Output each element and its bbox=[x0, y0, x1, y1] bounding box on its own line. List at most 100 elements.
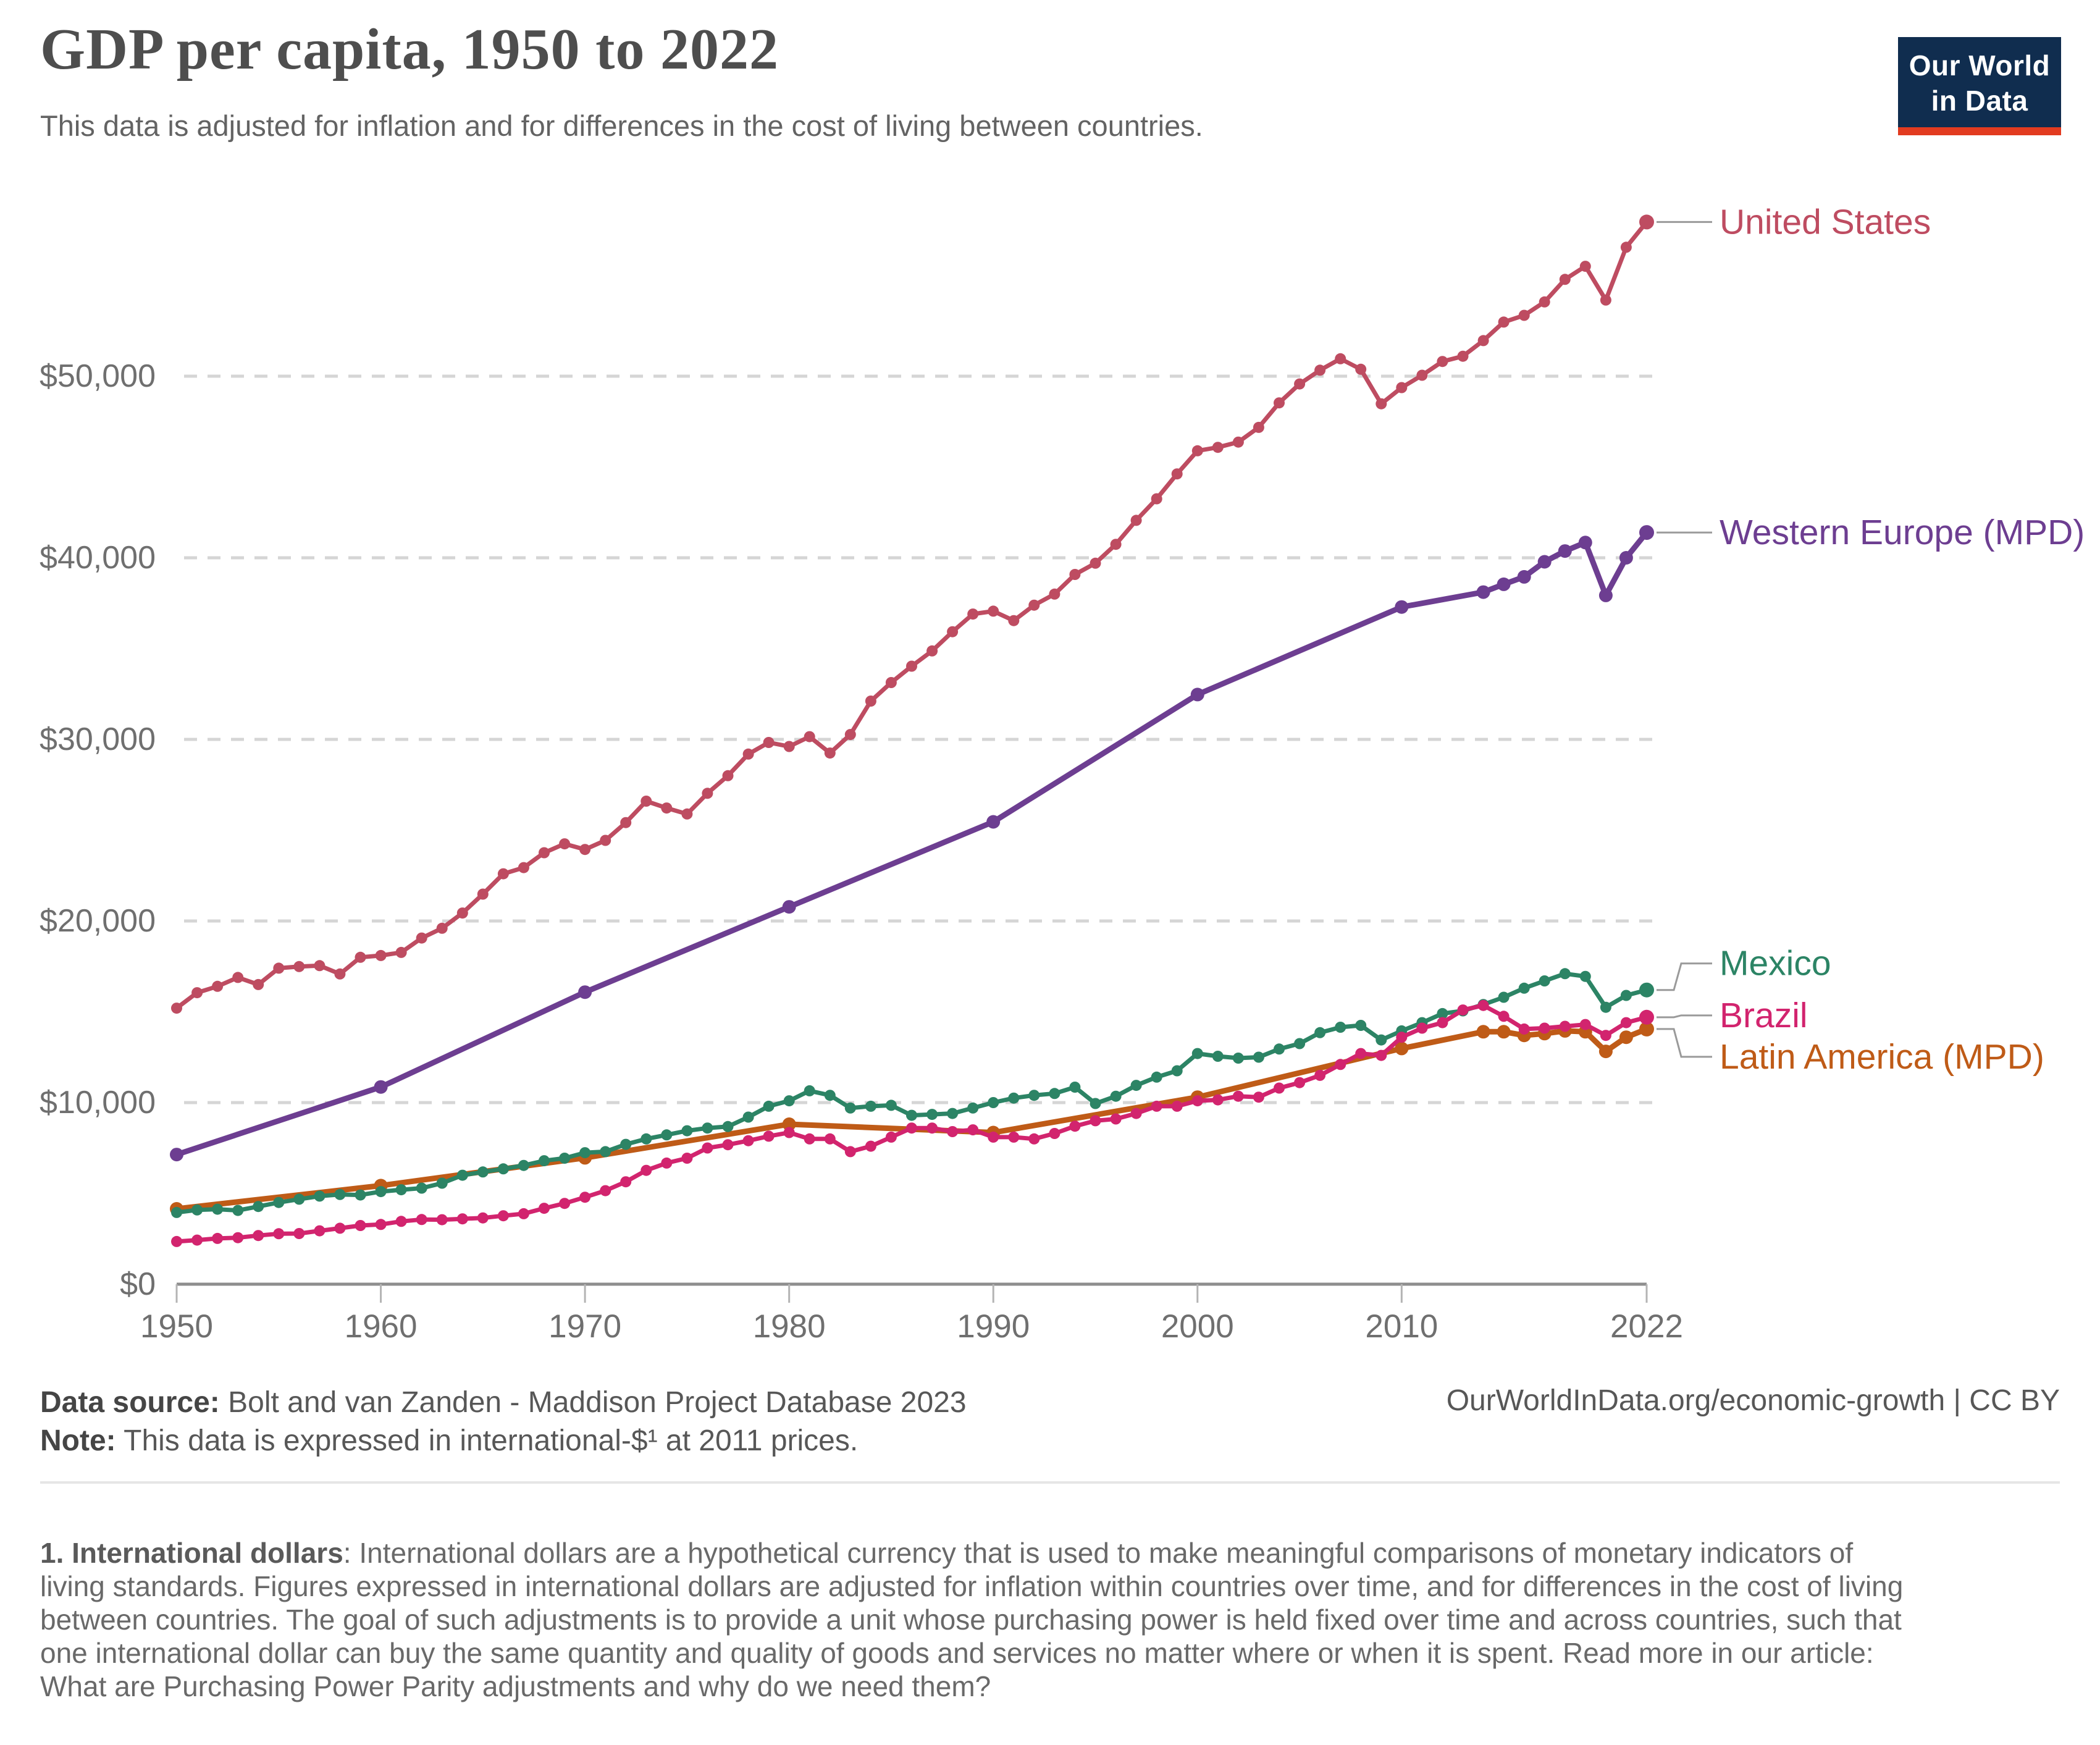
series-point-mexico-1978 bbox=[742, 1111, 754, 1123]
series-point-mexico-1963 bbox=[436, 1177, 448, 1189]
data-source-text: Bolt and van Zanden - Maddison Project D… bbox=[219, 1386, 967, 1419]
series-point-mexico-1966 bbox=[497, 1163, 509, 1175]
series-label-mexico[interactable]: Mexico bbox=[1720, 944, 1831, 983]
series-point-united-states-1981 bbox=[804, 731, 815, 742]
series-point-brazil-1973 bbox=[640, 1164, 652, 1176]
series-point-united-states-1976 bbox=[702, 788, 713, 799]
series-point-brazil-2001 bbox=[1212, 1094, 1224, 1106]
footnote-line: 1. International dollars: International … bbox=[40, 1536, 2066, 1570]
y-tick-label-20000: $20,000 bbox=[40, 903, 156, 939]
series-point-mexico-1977 bbox=[722, 1121, 734, 1132]
series-point-united-states-2022 bbox=[1639, 214, 1654, 230]
footnote-line: What are Purchasing Power Parity adjustm… bbox=[40, 1670, 991, 1702]
series-point-brazil-2012 bbox=[1437, 1017, 1448, 1028]
series-point-united-states-2004 bbox=[1274, 397, 1285, 409]
owid-logo[interactable]: Our World in Data bbox=[1898, 37, 2061, 135]
series-label-united-states[interactable]: United States bbox=[1720, 202, 1931, 242]
series-point-mexico-2020 bbox=[1600, 1001, 1611, 1013]
series-point-brazil-2016 bbox=[1518, 1023, 1530, 1035]
series-point-brazil-1989 bbox=[967, 1124, 979, 1136]
series-point-brazil-2013 bbox=[1457, 1004, 1469, 1016]
series-point-united-states-1997 bbox=[1130, 515, 1142, 526]
series-point-brazil-1965 bbox=[477, 1212, 489, 1224]
series-point-mexico-1989 bbox=[967, 1102, 979, 1114]
series-point-mexico-2022 bbox=[1639, 982, 1654, 998]
series-point-united-states-1963 bbox=[436, 922, 448, 934]
series-point-united-states-1964 bbox=[456, 907, 468, 919]
series-point-united-states-2018 bbox=[1559, 274, 1571, 285]
series-point-united-states-1982 bbox=[824, 747, 836, 759]
series-point-brazil-1963 bbox=[436, 1214, 448, 1226]
series-point-latin-america-mpd-2022 bbox=[1639, 1021, 1654, 1036]
x-tick-label-2000: 2000 bbox=[1161, 1308, 1234, 1345]
series-point-brazil-1970 bbox=[579, 1192, 591, 1203]
series-point-brazil-2003 bbox=[1253, 1091, 1264, 1103]
series-point-mexico-1980 bbox=[783, 1095, 795, 1107]
series-point-western-europe-mpd-1990 bbox=[986, 815, 1001, 829]
series-point-brazil-1971 bbox=[600, 1185, 611, 1196]
series-line-mexico bbox=[174, 971, 1649, 1215]
series-point-mexico-1950 bbox=[171, 1206, 182, 1218]
series-point-united-states-2010 bbox=[1396, 382, 1408, 393]
y-tick-label-10000: $10,000 bbox=[40, 1085, 156, 1121]
series-point-brazil-2021 bbox=[1620, 1017, 1632, 1028]
page-subtitle: This data is adjusted for inflation and … bbox=[40, 109, 1203, 142]
series-label-latin-america-mpd[interactable]: Latin America (MPD) bbox=[1720, 1037, 2044, 1077]
series-point-united-states-1967 bbox=[518, 862, 529, 873]
series-line-western-europe-mpd bbox=[174, 529, 1650, 1158]
series-point-mexico-1970 bbox=[579, 1147, 591, 1159]
series-point-brazil-1986 bbox=[906, 1122, 917, 1134]
series-point-united-states-1974 bbox=[661, 802, 673, 814]
series-point-brazil-2010 bbox=[1396, 1032, 1408, 1043]
credit-link[interactable]: OurWorldInData.org/economic-growth | CC … bbox=[1446, 1384, 2060, 1417]
series-point-western-europe-mpd-2019 bbox=[1578, 536, 1592, 550]
series-point-united-states-2008 bbox=[1355, 363, 1367, 375]
series-point-brazil-1976 bbox=[702, 1142, 713, 1154]
series-point-united-states-1970 bbox=[579, 844, 591, 856]
series-point-mexico-1983 bbox=[844, 1102, 856, 1114]
series-point-western-europe-mpd-2022 bbox=[1639, 525, 1654, 540]
owid-logo-line2: in Data bbox=[1931, 85, 2028, 117]
series-point-latin-america-mpd-2015 bbox=[1497, 1025, 1511, 1039]
footnote-line-text: : International dollars are a hypothetic… bbox=[343, 1537, 1854, 1569]
series-label-brazil[interactable]: Brazil bbox=[1720, 996, 1808, 1035]
series-point-brazil-1952 bbox=[212, 1232, 224, 1244]
series-point-united-states-1977 bbox=[722, 770, 734, 781]
series-point-united-states-2000 bbox=[1191, 445, 1203, 456]
series-point-united-states-1985 bbox=[885, 677, 897, 688]
series-point-united-states-2021 bbox=[1620, 242, 1632, 253]
series-point-mexico-1968 bbox=[539, 1155, 550, 1167]
series-label-western-europe-mpd[interactable]: Western Europe (MPD) bbox=[1720, 513, 2085, 552]
series-point-brazil-2022 bbox=[1639, 1009, 1654, 1025]
series-point-brazil-2011 bbox=[1416, 1022, 1428, 1034]
series-point-brazil-2004 bbox=[1274, 1082, 1285, 1094]
series-point-united-states-1972 bbox=[620, 817, 632, 828]
series-point-united-states-1954 bbox=[253, 978, 264, 990]
series-point-mexico-1967 bbox=[518, 1159, 529, 1171]
series-point-mexico-1986 bbox=[906, 1109, 917, 1121]
series-point-united-states-2016 bbox=[1518, 309, 1530, 321]
series-point-united-states-1986 bbox=[906, 660, 917, 672]
series-point-united-states-2003 bbox=[1253, 421, 1264, 433]
series-point-brazil-1991 bbox=[1008, 1131, 1020, 1143]
series-point-brazil-1988 bbox=[947, 1126, 959, 1137]
series-point-mexico-2000 bbox=[1191, 1048, 1203, 1059]
series-point-mexico-2017 bbox=[1539, 975, 1550, 986]
series-point-mexico-2019 bbox=[1579, 970, 1591, 982]
series-point-brazil-1967 bbox=[518, 1208, 529, 1219]
series-point-western-europe-mpd-2016 bbox=[1517, 570, 1531, 584]
series-point-united-states-2019 bbox=[1579, 261, 1591, 272]
series-point-mexico-1991 bbox=[1008, 1092, 1020, 1104]
series-point-brazil-2019 bbox=[1579, 1019, 1591, 1030]
series-point-brazil-2002 bbox=[1232, 1090, 1244, 1102]
series-point-mexico-2001 bbox=[1212, 1051, 1224, 1062]
series-point-mexico-2004 bbox=[1274, 1043, 1285, 1055]
series-point-brazil-2014 bbox=[1477, 999, 1489, 1011]
series-point-united-states-2017 bbox=[1539, 296, 1550, 308]
series-point-brazil-1996 bbox=[1110, 1113, 1122, 1125]
series-point-mexico-2009 bbox=[1376, 1034, 1387, 1046]
series-point-brazil-1980 bbox=[783, 1127, 795, 1138]
series-point-mexico-1994 bbox=[1069, 1082, 1081, 1093]
series-point-brazil-1968 bbox=[539, 1203, 550, 1214]
